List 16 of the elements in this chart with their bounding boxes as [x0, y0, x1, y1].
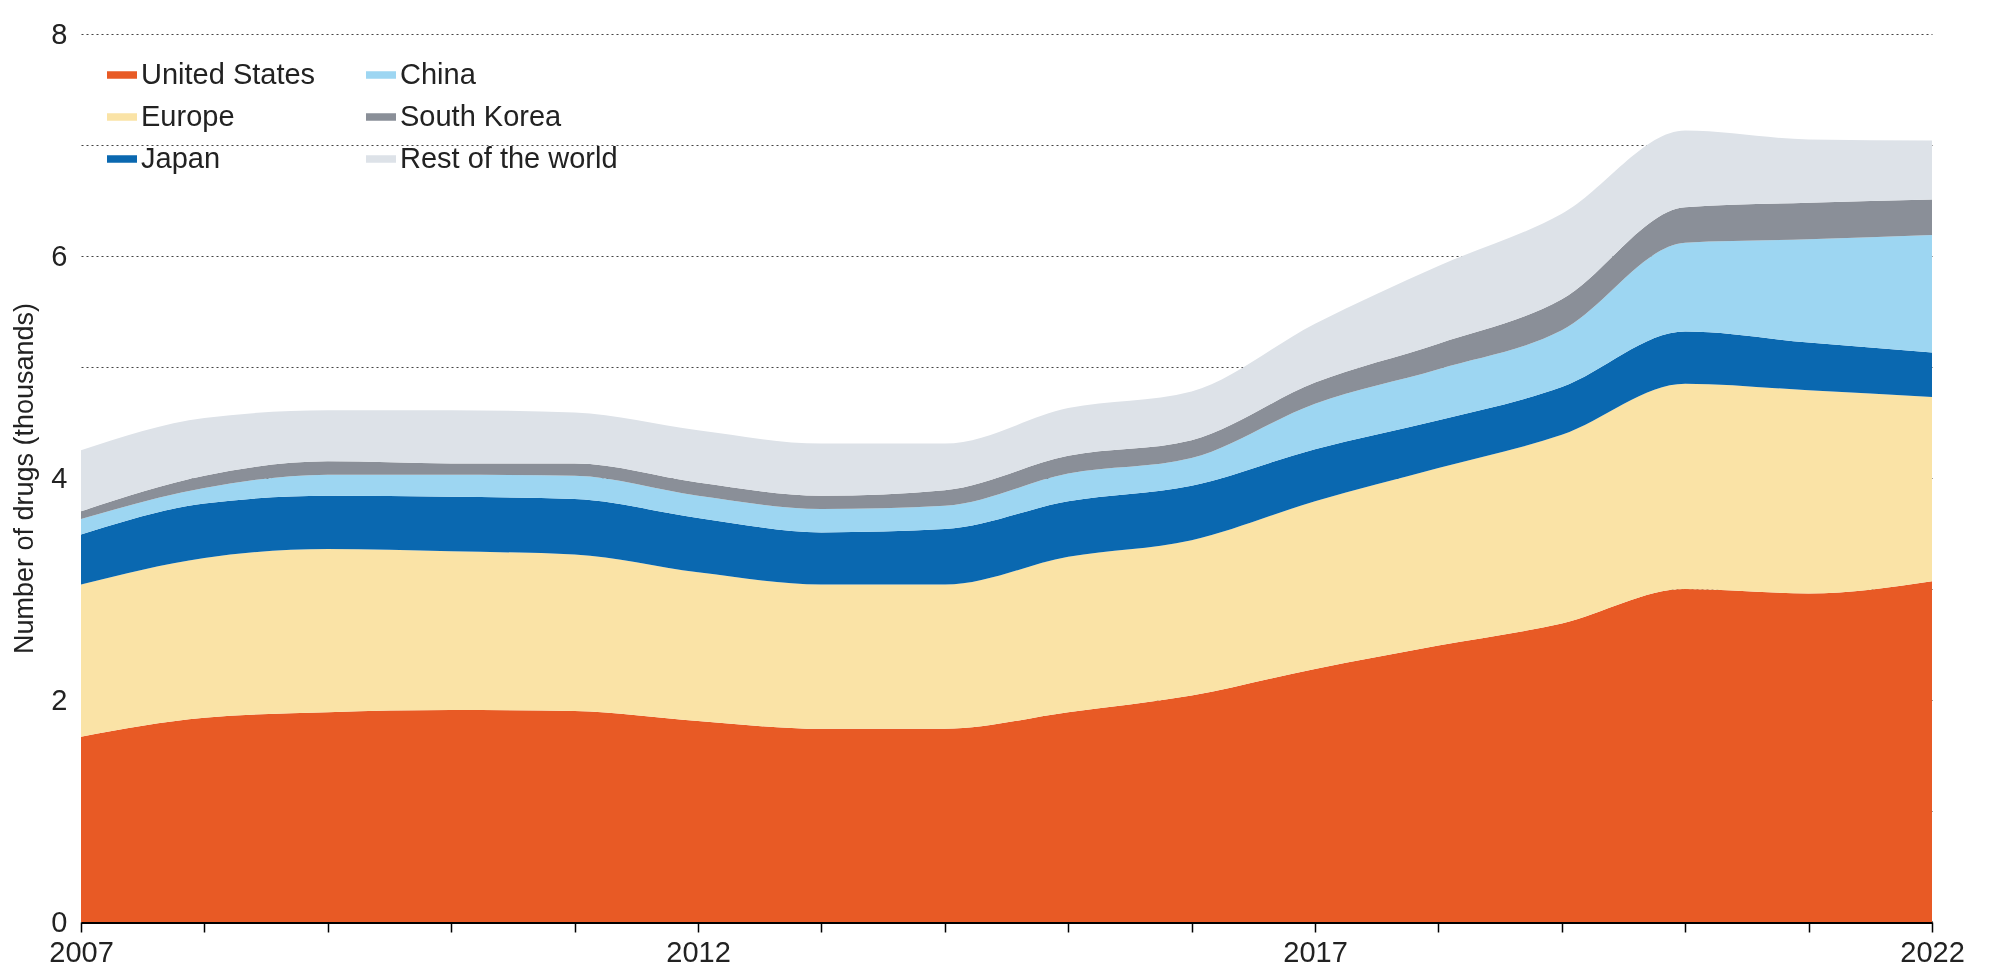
- legend-label: Europe: [141, 100, 235, 132]
- y-tick-label: 2: [51, 683, 68, 716]
- legend-label: Japan: [141, 142, 221, 174]
- x-tick-label: 2017: [1283, 935, 1348, 968]
- y-axis-title: Number of drugs (thousands): [9, 302, 40, 655]
- x-tick-label: 2007: [49, 935, 114, 968]
- legend-label: Rest of the world: [400, 142, 618, 174]
- legend-label: South Korea: [400, 100, 563, 132]
- x-tick-label: 2012: [666, 935, 731, 968]
- y-tick-label: 6: [51, 239, 68, 272]
- y-tick-label: 8: [51, 17, 68, 50]
- legend-label: China: [400, 58, 477, 90]
- x-tick-label: 2022: [1900, 935, 1965, 968]
- y-tick-label: 4: [51, 461, 68, 494]
- legend-label: United States: [141, 58, 316, 90]
- y-tick-label: 0: [51, 905, 68, 938]
